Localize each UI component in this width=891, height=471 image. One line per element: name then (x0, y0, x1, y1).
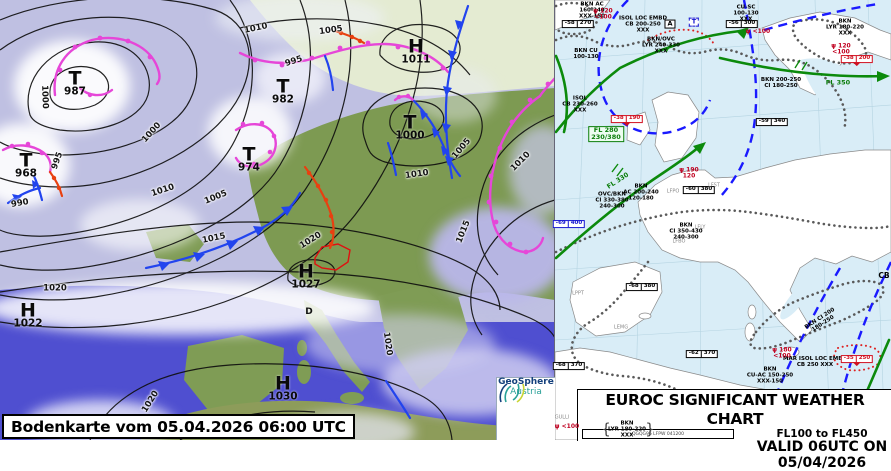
geosphere-logo-text: GeoSphere (498, 377, 554, 387)
isobars (0, 0, 555, 440)
occluded-bumps (9, 35, 551, 255)
sigwx-footer-code: QGQG96 LFPW 041200 (582, 429, 734, 440)
sigwx-footer-valid-time: VALID 06UTC ON 05/04/2026 (756, 439, 888, 471)
surface-map (0, 0, 555, 440)
surface-chart-panel: Bodenkarte vom 05.04.2026 06:00 UTC GeoS… (0, 0, 555, 440)
cb-boundaries (647, 28, 882, 372)
adriatic-sea (780, 280, 812, 320)
warm-front-bumps (51, 30, 363, 247)
geosphere-logo-subtext: Austria (510, 386, 542, 397)
panel-divider (554, 0, 555, 440)
geosphere-waves-icon (499, 383, 525, 403)
sigwx-footer-fl-range: FL100 to FL450 (776, 428, 868, 441)
sigwx-map (555, 0, 891, 440)
sigwx-footer-block: EUROC SIGNIFICANT WEATHER CHART QGQG96 L… (577, 389, 891, 470)
sigwx-footer-title: EUROC SIGNIFICANT WEATHER CHART (605, 391, 865, 428)
chart-title-bar: Bodenkarte vom 05.04.2026 06:00 UTC (2, 414, 355, 439)
cold-front-barbs (12, 20, 464, 271)
austria-outline (314, 243, 351, 271)
jet-fleches (611, 43, 808, 177)
geosphere-logo: GeoSphere Austria (496, 377, 555, 440)
chart-title: Bodenkarte vom 05.04.2026 06:00 UTC (11, 417, 346, 436)
cloud-boundaries (555, 1, 891, 400)
fronts-group (1, 4, 555, 420)
jet-arrowheads (693, 27, 890, 154)
sigwx-chart-panel: METEO FRANCE EUROC SIGN QGQG96 LFPW 0412… (555, 0, 891, 440)
